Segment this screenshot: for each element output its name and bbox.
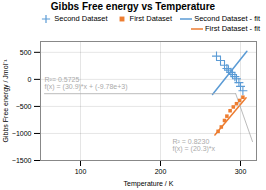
html-text:First Dataset: First Dataset [129, 14, 173, 23]
svg-text:Gibbs Free energy / Jmol⁻¹: Gibbs Free energy / Jmol⁻¹ [2, 59, 10, 143]
svg-text:300: 300 [235, 168, 247, 175]
svg-text:−500: −500 [16, 103, 32, 110]
svg-text:200: 200 [155, 168, 167, 175]
svg-text:500: 500 [20, 49, 32, 56]
html-text:Second Dataset - fit: Second Dataset - fit [194, 14, 260, 23]
svg-text:−1000: −1000 [12, 130, 32, 137]
svg-text:Temperature / K: Temperature / K [124, 180, 174, 188]
svg-text:R²= 0.5725f(x) = (30.9)*x + (-: R²= 0.5725f(x) = (30.9)*x + (-9.78e+3) [45, 76, 128, 91]
svg-text:R² = 0.8230f(x) = (20.3)*x: R² = 0.8230f(x) = (20.3)*x [173, 138, 216, 153]
svg-text:0: 0 [28, 76, 32, 83]
html-text:First Dataset - fit: First Dataset - fit [205, 24, 260, 33]
html-text:Gibbs Free energy vs Temperatu: Gibbs Free energy vs Temperature [50, 1, 216, 12]
svg-text:100: 100 [75, 168, 87, 175]
html-text:Second Dataset: Second Dataset [54, 14, 108, 23]
svg-text:−1500: −1500 [12, 157, 32, 164]
